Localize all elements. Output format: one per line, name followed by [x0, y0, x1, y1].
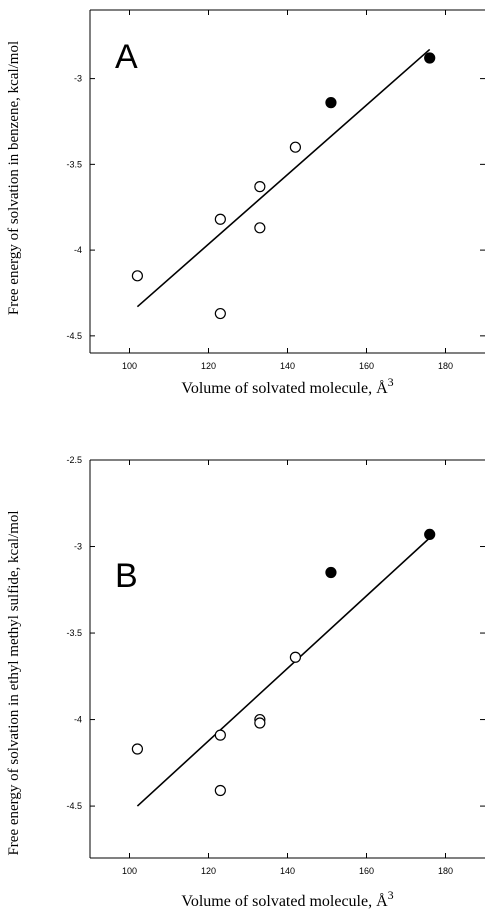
open-data-point — [214, 307, 226, 320]
panel-letter: A — [115, 38, 138, 76]
open-data-point — [254, 181, 266, 193]
open-data-point — [214, 784, 226, 797]
x-axis-label-text: Volume of solvated molecule, Å — [181, 379, 388, 397]
filled-data-point — [325, 97, 337, 109]
regression-line — [136, 537, 431, 807]
x-tick-label: 120 — [201, 361, 216, 371]
filled-data-point — [424, 528, 436, 541]
y-axis-label: Free energy of solvation in ethyl methyl… — [6, 510, 22, 855]
panel-b: 100 120 140 160 180 -4.5 -4 -3.5 -3 -2.5 B Volume o… — [6, 455, 485, 910]
y-tick-label: -3.5 — [66, 628, 82, 638]
open-data-point — [289, 141, 301, 153]
panel-a: 100 120 140 160 180 -4.5 -4 -3.5 -3 A Volume of so… — [6, 9, 485, 397]
regression-line — [136, 48, 431, 308]
x-tick-label: 120 — [201, 866, 216, 876]
x-tick-label: 100 — [122, 866, 137, 876]
open-data-point — [214, 213, 226, 225]
x-tick-label: 160 — [359, 361, 374, 371]
x-axis-label-superscript: 3 — [388, 888, 394, 902]
open-data-point — [131, 270, 143, 282]
y-tick-label: -3 — [74, 74, 82, 84]
filled-data-point — [424, 52, 436, 64]
x-tick-label: 180 — [438, 866, 453, 876]
x-tick-label: 160 — [359, 866, 374, 876]
x-axis-label-text: Volume of solvated molecule, Å — [181, 892, 388, 910]
y-tick-label: -4 — [74, 715, 82, 725]
y-axis-label: Free energy of solvation in benzene, kca… — [6, 41, 22, 315]
panel-letter: B — [115, 557, 138, 595]
x-axis-label-superscript: 3 — [388, 375, 394, 389]
x-axis-label: Volume of solvated molecule, Å3 — [181, 375, 393, 397]
open-data-point — [254, 717, 266, 729]
x-tick-label: 140 — [280, 866, 295, 876]
open-data-point — [214, 729, 226, 741]
open-data-point — [289, 651, 301, 663]
open-data-point — [131, 743, 143, 755]
y-tick-label: -3.5 — [66, 159, 82, 169]
y-tick-label: -4 — [74, 245, 82, 255]
x-tick-label: 140 — [280, 361, 295, 371]
filled-data-point — [325, 566, 337, 579]
x-axis-label: Volume of solvated molecule, Å3 — [181, 888, 393, 910]
y-tick-label: -2.5 — [66, 455, 82, 465]
x-tick-label: 100 — [122, 361, 137, 371]
x-tick-label: 180 — [438, 361, 453, 371]
y-tick-label: -3 — [74, 542, 82, 552]
y-tick-label: -4.5 — [66, 801, 82, 811]
open-data-point — [254, 222, 266, 234]
y-tick-label: -4.5 — [66, 331, 82, 341]
